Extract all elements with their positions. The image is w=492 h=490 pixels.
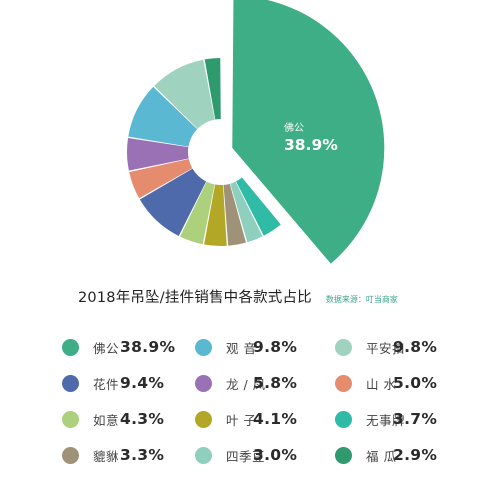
slice-4 [126, 138, 189, 171]
slice-2 [154, 59, 215, 129]
legend-label: 如意 [93, 412, 120, 428]
slice-8 [236, 177, 281, 236]
legend-value: 5.8% [253, 374, 298, 392]
legend-item: 四季豆 3.0% [195, 443, 335, 467]
chart-source: 数据来源：叮当商家 [325, 295, 398, 304]
legend-value: 3.0% [253, 446, 298, 464]
legend-swatch [335, 374, 352, 392]
legend-value: 3.3% [120, 446, 165, 464]
callout-value: 38.9% [284, 136, 338, 154]
legend-item: 龙 / 凤 5.8% [195, 371, 335, 395]
slice-3 [139, 168, 207, 236]
legend-label: 貔貅 [93, 448, 120, 464]
legend-swatch [62, 338, 79, 356]
legend-swatch [195, 410, 212, 428]
legend-label: 福 瓜 [366, 448, 397, 464]
slice-5 [129, 159, 193, 199]
legend-value: 9.8% [393, 338, 438, 356]
slice-largest [232, 0, 385, 264]
slice-11 [204, 58, 221, 120]
slice-1 [128, 86, 198, 147]
legend-swatch [335, 446, 352, 464]
callout-label: 佛公 [284, 121, 304, 134]
legend-swatch [335, 410, 352, 428]
legend-item: 佛公 38.9% [62, 335, 202, 359]
legend-item: 福 瓜 2.9% [335, 443, 475, 467]
legend-label: 四季豆 [226, 448, 266, 464]
chart-title: 2018年吊坠/挂件销售中各款式占比 [78, 290, 312, 306]
legend-label: 观 音 [226, 340, 257, 356]
legend-value: 4.3% [120, 410, 165, 428]
legend-swatch [62, 374, 79, 392]
legend-value: 2.9% [393, 446, 438, 464]
legend-value: 38.9% [120, 338, 176, 356]
legend-item: 平安扣 9.8% [335, 335, 475, 359]
legend-swatch [195, 446, 212, 464]
legend-value: 4.1% [253, 410, 298, 428]
legend-item: 花件 9.4% [62, 371, 202, 395]
slice-10 [230, 181, 263, 243]
legend-label: 山 水 [366, 376, 397, 392]
legend-swatch [195, 338, 212, 356]
legend-item: 如意 4.3% [62, 407, 202, 431]
legend-swatch [195, 374, 212, 392]
legend-item: 貔貅 3.3% [62, 443, 202, 467]
legend-label: 龙 / 凤 [226, 376, 266, 392]
legend-label: 佛公 [93, 340, 120, 356]
legend-swatch [62, 410, 79, 428]
donut-slices [126, 0, 385, 264]
legend-item: 山 水 5.0% [335, 371, 475, 395]
legend-item: 叶 子 4.1% [195, 407, 335, 431]
slice-7 [204, 184, 227, 246]
legend-item: 无事牌 3.7% [335, 407, 475, 431]
legend-label: 平安扣 [366, 340, 406, 356]
legend-value: 5.0% [393, 374, 438, 392]
legend-swatch [335, 338, 352, 356]
slice-6 [180, 181, 215, 245]
legend-label: 叶 子 [226, 412, 257, 428]
legend-value: 9.8% [253, 338, 298, 356]
legend-label: 花件 [93, 376, 120, 392]
chart-header: 2018年吊坠/挂件销售中各款式占比 数据来源：叮当商家 [78, 286, 478, 307]
legend-label: 无事牌 [366, 412, 406, 428]
legend-swatch [62, 446, 79, 464]
legend-value: 3.7% [393, 410, 438, 428]
legend-item: 观 音 9.8% [195, 335, 335, 359]
legend-value: 9.4% [120, 374, 165, 392]
slice-9 [223, 183, 246, 246]
